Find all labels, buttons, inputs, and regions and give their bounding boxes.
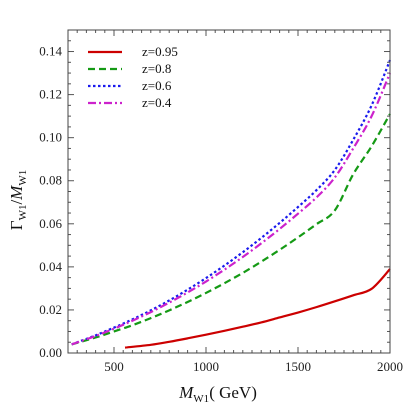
x-axis-title-sub: W1 (193, 393, 209, 405)
y-tick-label: 0.08 (39, 173, 62, 188)
x-tick-label: 1500 (285, 359, 311, 374)
y-tick-label: 0.02 (39, 302, 62, 317)
x-axis-title-main: M (178, 383, 194, 402)
x-axis-title-unit: ( GeV) (209, 383, 257, 402)
y-axis-title-sub1: W1 (17, 205, 29, 221)
plot-frame (67, 29, 391, 354)
y-tick-label: 0.12 (39, 87, 62, 102)
y-axis-title-sub2: W1 (17, 170, 29, 186)
series-line-2 (71, 113, 391, 346)
legend-label-1: z=0.95 (142, 44, 178, 59)
x-tick-label: 1000 (193, 359, 219, 374)
series-line-4 (71, 72, 392, 346)
legend-label-3: z=0.6 (142, 78, 172, 93)
y-tick-label: 0.10 (39, 130, 62, 145)
y-tick-label: 0.14 (39, 44, 62, 59)
x-axis-title: MW1( GeV) (178, 383, 257, 405)
series-line-3 (71, 59, 392, 346)
x-tick-label: 500 (104, 359, 124, 374)
ticks-layer: 500 1000 1500 2000 0.00 0.02 0.04 0.06 0.08 0.10 0… (39, 29, 403, 374)
y-tick-label: 0.04 (39, 259, 62, 274)
y-tick-label: 0.06 (39, 216, 62, 231)
series-layer (71, 59, 392, 349)
y-tick-label: 0.00 (39, 345, 62, 360)
y-axis-title-slash: / (7, 200, 26, 205)
series-line-1 (124, 268, 391, 349)
x-tick-label: 2000 (377, 359, 403, 374)
y-axis-title: ΓW1/MW1 (7, 170, 29, 231)
legend-label-4: z=0.4 (142, 95, 172, 110)
legend: z=0.95 z=0.8 z=0.6 z=0.4 (88, 44, 178, 110)
y-axis-title-gamma: Γ (7, 220, 26, 230)
legend-label-2: z=0.8 (142, 61, 171, 76)
y-axis-title-m: M (7, 185, 26, 201)
